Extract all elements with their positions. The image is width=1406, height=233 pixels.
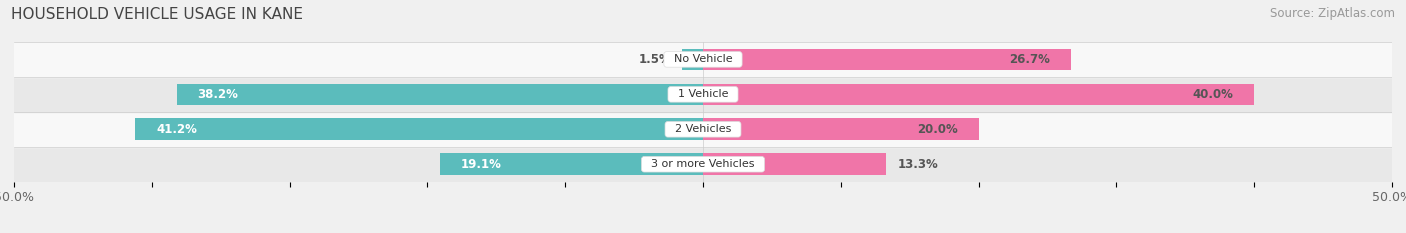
Bar <box>14 112 1392 147</box>
Text: 3 or more Vehicles: 3 or more Vehicles <box>644 159 762 169</box>
Text: 26.7%: 26.7% <box>1010 53 1050 66</box>
Text: 38.2%: 38.2% <box>197 88 238 101</box>
Text: 41.2%: 41.2% <box>156 123 197 136</box>
Text: Source: ZipAtlas.com: Source: ZipAtlas.com <box>1270 7 1395 20</box>
Bar <box>177 84 703 105</box>
Text: 40.0%: 40.0% <box>1192 88 1233 101</box>
Bar <box>135 118 703 140</box>
Bar <box>703 49 1071 70</box>
Text: 1.5%: 1.5% <box>638 53 671 66</box>
Text: 1 Vehicle: 1 Vehicle <box>671 89 735 99</box>
Bar <box>440 154 703 175</box>
Bar <box>14 77 1392 112</box>
Text: 13.3%: 13.3% <box>897 158 938 171</box>
Bar <box>703 154 886 175</box>
Text: 19.1%: 19.1% <box>461 158 502 171</box>
Bar <box>703 84 1254 105</box>
Bar <box>703 118 979 140</box>
Text: HOUSEHOLD VEHICLE USAGE IN KANE: HOUSEHOLD VEHICLE USAGE IN KANE <box>11 7 304 22</box>
Text: 2 Vehicles: 2 Vehicles <box>668 124 738 134</box>
Text: 20.0%: 20.0% <box>917 123 957 136</box>
Bar <box>14 42 1392 77</box>
Text: No Vehicle: No Vehicle <box>666 55 740 64</box>
Bar <box>682 49 703 70</box>
Bar <box>14 147 1392 182</box>
